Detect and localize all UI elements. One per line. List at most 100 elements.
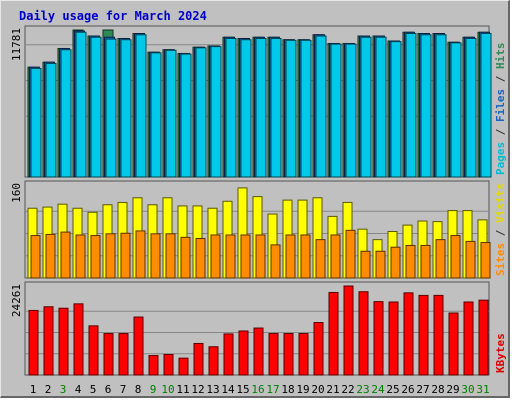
bar-sites-day-7 bbox=[120, 232, 131, 279]
panel-traffic: 11781 Pages / Files / Hits bbox=[10, 25, 507, 178]
bar-pages-day-7 bbox=[120, 39, 132, 178]
bar-sites-day-28 bbox=[435, 239, 446, 279]
x-tick-label-day-13: 13 bbox=[206, 383, 219, 396]
panel-visits: 160 Sites / Visits bbox=[10, 180, 507, 279]
bar-kbytes-day-30 bbox=[463, 301, 474, 376]
bar-sites-day-29 bbox=[450, 235, 461, 279]
panel-traffic-axis-label: Pages / Files / Hits bbox=[494, 43, 507, 176]
chart-title: Daily usage for March 2024 bbox=[19, 9, 207, 23]
bar-pages-day-24 bbox=[375, 36, 387, 178]
bar-pages-day-4 bbox=[75, 31, 87, 178]
bar-sites-day-22 bbox=[345, 229, 356, 279]
panel-visits-ymax-label: 160 bbox=[10, 183, 23, 203]
bar-kbytes-day-29 bbox=[448, 312, 459, 376]
bar-kbytes-day-8 bbox=[133, 316, 144, 376]
x-tick-label-day-21: 21 bbox=[326, 383, 339, 396]
x-tick-label-day-2: 2 bbox=[45, 383, 52, 396]
bar-kbytes-day-13 bbox=[208, 346, 219, 376]
bar-kbytes-day-22 bbox=[343, 285, 354, 376]
bar-sites-day-3 bbox=[60, 231, 71, 279]
bar-sites-day-4 bbox=[75, 234, 86, 279]
x-tick-label-day-1: 1 bbox=[30, 383, 37, 396]
bar-pages-day-8 bbox=[135, 34, 147, 178]
x-tick-label-day-6: 6 bbox=[105, 383, 112, 396]
axis-label-part: Visits bbox=[494, 183, 507, 223]
x-tick-label-day-31: 31 bbox=[476, 383, 489, 396]
x-tick-label-day-15: 15 bbox=[236, 383, 249, 396]
bar-sites-day-26 bbox=[405, 244, 416, 279]
x-tick-label-day-16: 16 bbox=[251, 383, 264, 396]
axis-label-part: Files bbox=[494, 89, 507, 122]
bar-pages-day-16 bbox=[255, 37, 267, 178]
x-tick-label-day-23: 23 bbox=[356, 383, 369, 396]
bar-pages-day-26 bbox=[405, 33, 417, 178]
bar-pages-day-6 bbox=[105, 38, 117, 178]
bar-kbytes-day-20 bbox=[313, 322, 324, 376]
panel-traffic-ymax-label: 11781 bbox=[10, 28, 23, 61]
bar-sites-day-1 bbox=[30, 235, 41, 279]
bar-pages-day-1 bbox=[30, 67, 42, 178]
bar-sites-day-8 bbox=[135, 230, 146, 279]
bar-pages-day-18 bbox=[285, 39, 297, 178]
bar-kbytes-day-26 bbox=[403, 292, 414, 376]
bar-sites-day-14 bbox=[225, 234, 236, 279]
bar-sites-day-11 bbox=[180, 236, 191, 279]
bar-pages-day-2 bbox=[45, 62, 57, 178]
axis-label-part: / bbox=[494, 223, 507, 243]
bar-kbytes-day-17 bbox=[268, 333, 279, 376]
bar-kbytes-day-19 bbox=[298, 333, 309, 376]
bar-pages-day-22 bbox=[345, 43, 357, 178]
bar-kbytes-day-10 bbox=[163, 353, 174, 376]
axis-label-part: / bbox=[494, 69, 507, 89]
panel-kbytes: 24261 KBytes bbox=[10, 281, 507, 376]
bar-sites-day-13 bbox=[210, 234, 221, 279]
x-tick-label-day-12: 12 bbox=[191, 383, 204, 396]
bar-pages-day-27 bbox=[420, 34, 432, 178]
bar-pages-day-10 bbox=[165, 49, 177, 178]
bar-kbytes-day-24 bbox=[373, 301, 384, 376]
bar-kbytes-day-27 bbox=[418, 294, 429, 376]
x-axis-labels: 1 2 3 4 5 6 7 8 9 10 11 12 13 14 15 16 17 18 19 20 21 22 23 24 2… bbox=[30, 383, 490, 396]
bar-pages-day-12 bbox=[195, 47, 207, 178]
bar-kbytes-day-6 bbox=[103, 333, 114, 376]
bar-kbytes-day-16 bbox=[253, 327, 264, 376]
bar-pages-day-5 bbox=[90, 36, 102, 178]
x-tick-label-day-25: 25 bbox=[386, 383, 399, 396]
axis-label-part: Pages bbox=[494, 142, 507, 175]
bar-kbytes-day-21 bbox=[328, 291, 339, 376]
bar-kbytes-day-31 bbox=[478, 299, 489, 376]
chart-panels: 11781 Pages / Files / Hits 160 Sites / Visi… bbox=[10, 25, 507, 376]
bar-pages-day-14 bbox=[225, 37, 237, 178]
bar-kbytes-day-7 bbox=[118, 333, 129, 376]
bar-pages-day-15 bbox=[240, 39, 252, 178]
bar-pages-day-29 bbox=[450, 42, 462, 178]
bar-pages-day-31 bbox=[480, 33, 492, 178]
x-tick-label-day-27: 27 bbox=[416, 383, 429, 396]
bar-sites-day-17 bbox=[270, 244, 281, 279]
bar-sites-day-18 bbox=[285, 234, 296, 279]
bar-pages-day-17 bbox=[270, 37, 282, 178]
bar-sites-day-31 bbox=[480, 242, 491, 279]
bar-kbytes-day-18 bbox=[283, 333, 294, 376]
x-tick-label-day-20: 20 bbox=[311, 383, 324, 396]
bar-sites-day-20 bbox=[315, 239, 326, 279]
bar-sites-day-12 bbox=[195, 237, 206, 279]
bar-pages-day-19 bbox=[300, 39, 312, 178]
panel-visits-axis-label: Sites / Visits bbox=[494, 183, 507, 276]
x-tick-label-day-29: 29 bbox=[446, 383, 459, 396]
x-tick-label-day-17: 17 bbox=[266, 383, 279, 396]
bar-kbytes-day-28 bbox=[433, 294, 444, 376]
bar-sites-day-25 bbox=[390, 246, 401, 279]
bar-sites-day-6 bbox=[105, 233, 116, 279]
panel-kbytes-axis-label: KBytes bbox=[494, 333, 507, 373]
x-tick-label-day-30: 30 bbox=[461, 383, 474, 396]
bar-sites-day-15 bbox=[240, 234, 251, 279]
bar-pages-day-13 bbox=[210, 46, 222, 178]
bar-kbytes-day-25 bbox=[388, 301, 399, 376]
bar-sites-day-19 bbox=[300, 234, 311, 279]
x-tick-label-day-14: 14 bbox=[221, 383, 235, 396]
bar-sites-day-9 bbox=[150, 233, 161, 279]
bar-kbytes-day-3 bbox=[58, 307, 69, 376]
